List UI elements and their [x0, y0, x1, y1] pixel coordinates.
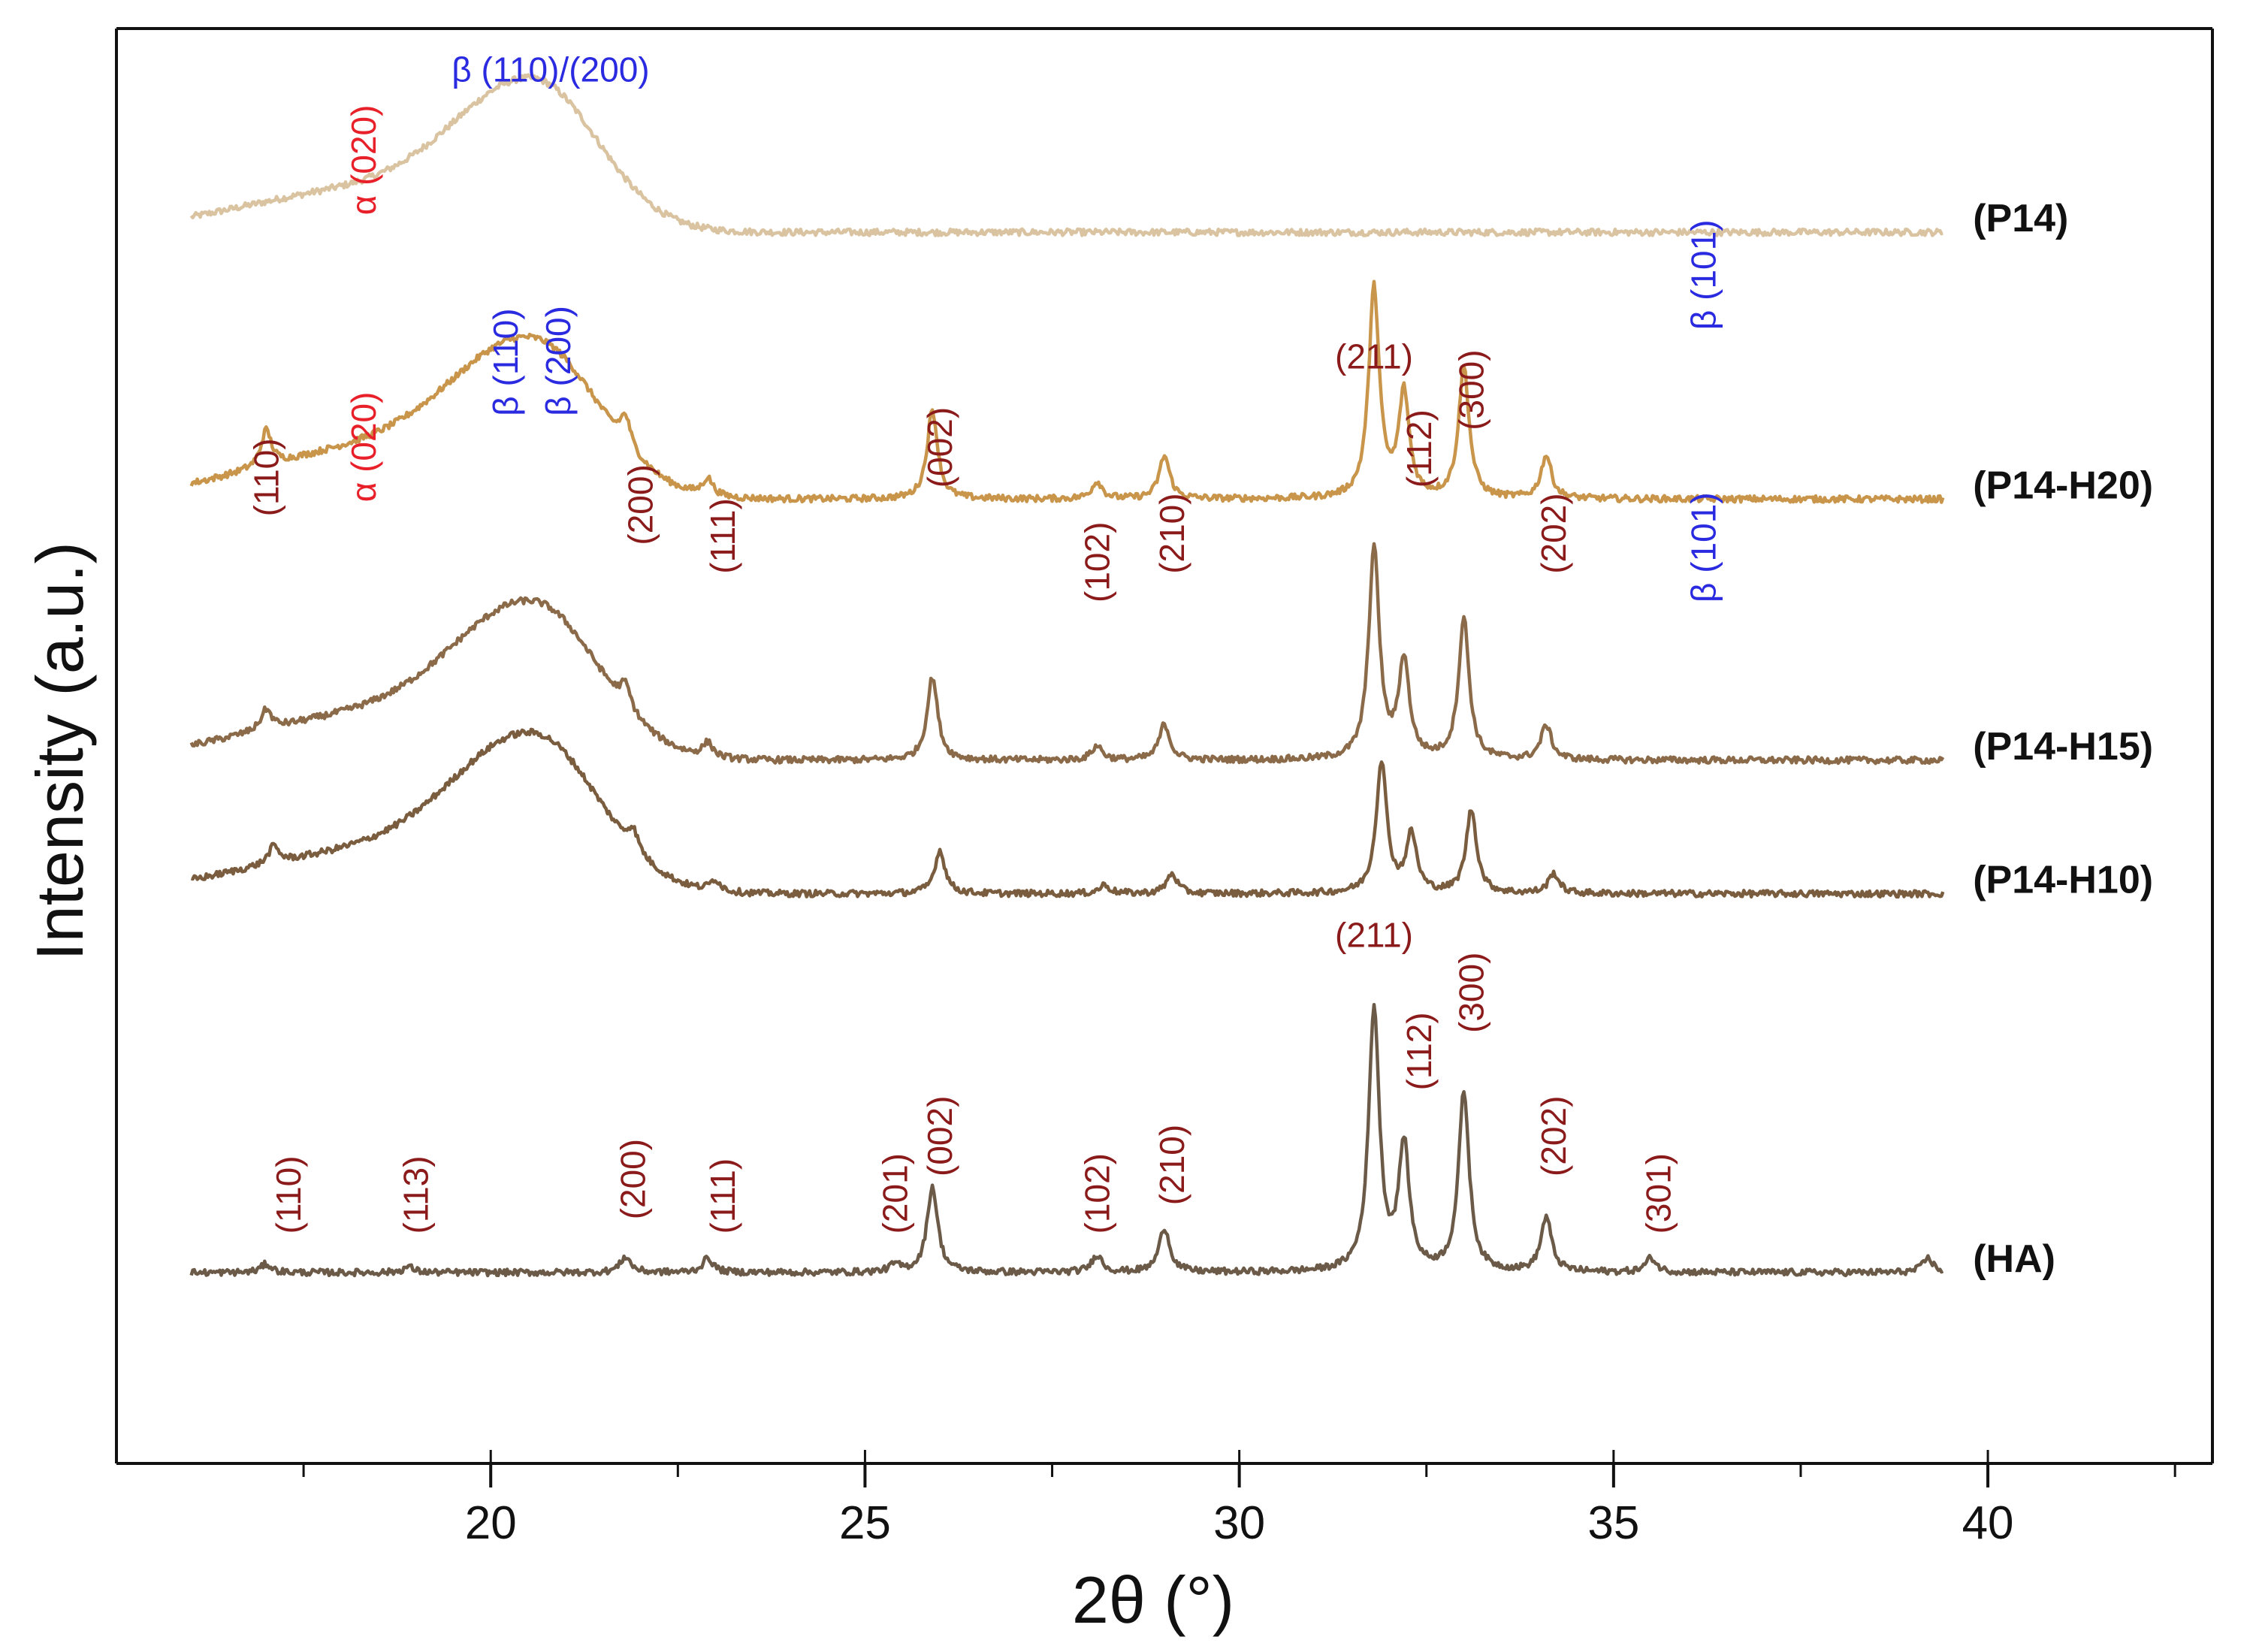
- peak-annotation: (200): [621, 464, 660, 545]
- series-label-p14-h15: (P14-H15): [1973, 725, 2153, 769]
- x-tick-label: 25: [839, 1497, 891, 1549]
- trace-p14-h10: [190, 727, 1945, 899]
- xrd-traces: [189, 73, 1945, 1278]
- peak-annotation: α (020): [344, 105, 383, 216]
- series-labels: (P14) (P14-H20) (P14-H15) (P14-H10) (HA): [1973, 197, 2153, 1281]
- peak-annotation: (102): [1077, 1153, 1116, 1234]
- x-axis-title: 2θ (°): [1072, 1563, 1234, 1637]
- peak-annotation: (301): [1639, 1153, 1678, 1234]
- peak-annotation: (210): [1152, 493, 1191, 573]
- series-label-p14-h10: (P14-H10): [1973, 859, 2153, 902]
- peak-annotation: (210): [1152, 1125, 1191, 1205]
- series-label-p14: (P14): [1973, 197, 2068, 240]
- peak-annotation: (113): [397, 1155, 436, 1234]
- peak-annotation: β (200): [539, 306, 578, 416]
- peak-annotation: β (101): [1684, 492, 1723, 603]
- trace-ha: [189, 1002, 1944, 1278]
- trace-p14-h20: [189, 279, 1945, 504]
- series-label-p14-h20: (P14-H20): [1973, 464, 2153, 507]
- peak-annotation: (111): [703, 1158, 742, 1234]
- peak-annotation: (300): [1452, 349, 1491, 430]
- peak-annotation: β (110): [486, 308, 525, 415]
- series-label-ha: (HA): [1973, 1237, 2055, 1281]
- peak-annotation: (211): [1335, 915, 1413, 954]
- peak-annotation: (002): [920, 1096, 959, 1176]
- trace-p14-h15: [189, 542, 1945, 766]
- x-tick-label: 30: [1213, 1497, 1265, 1549]
- peak-annotation: β (101): [1684, 219, 1723, 330]
- peak-annotation: (102): [1077, 522, 1116, 603]
- peak-annotation: β (110)/(200): [452, 50, 649, 89]
- x-tick-label: 35: [1587, 1497, 1639, 1549]
- plot-area: [115, 27, 2214, 1465]
- x-tick-label: 20: [465, 1497, 517, 1549]
- peak-annotation: (110): [246, 438, 285, 516]
- peak-annotation: (112): [1400, 409, 1439, 488]
- peak-annotation: α (020): [344, 392, 383, 503]
- peak-annotation: (202): [1534, 493, 1573, 573]
- peak-annotation: (300): [1452, 953, 1491, 1033]
- peak-annotation: (110): [269, 1155, 308, 1234]
- peak-annotation: (112): [1400, 1012, 1439, 1090]
- x-tick-label: 40: [1962, 1497, 2014, 1549]
- peak-annotation: (202): [1534, 1096, 1573, 1176]
- peak-annotations: β (110)/(200) α (020) β (101) β (110) β (200…: [246, 50, 1723, 1234]
- peak-annotation: (002): [920, 407, 959, 488]
- peak-annotation: (211): [1335, 337, 1413, 376]
- peak-annotation: (111): [703, 498, 742, 574]
- y-axis-title: Intensity (a.u.): [23, 542, 97, 961]
- trace-p14: [189, 73, 1943, 237]
- peak-annotation: (201): [875, 1153, 914, 1234]
- peak-annotation: (200): [614, 1139, 653, 1219]
- x-axis-ticks: 20 25 30 35 40: [302, 1450, 2176, 1549]
